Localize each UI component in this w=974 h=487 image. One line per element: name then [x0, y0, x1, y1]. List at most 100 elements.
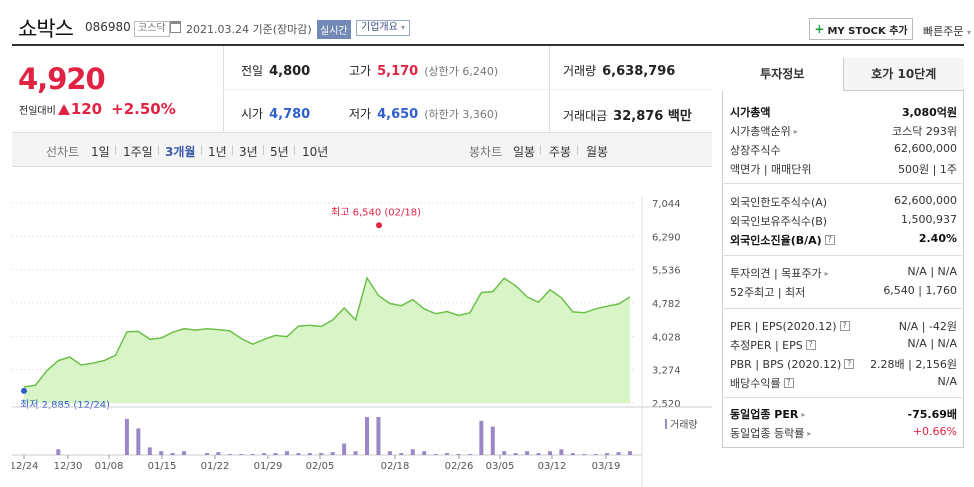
invest-row: 동일업종 PER ▸ -75.69배	[730, 406, 957, 422]
invest-value: N/A | N/A	[907, 265, 957, 278]
chevron-right-icon[interactable]: ▸	[801, 409, 806, 419]
invest-label: 동일업종 PER	[730, 408, 799, 421]
x-tick-label: 02/26	[445, 461, 474, 472]
invest-row: 외국인소진율(B/A)? 2.40%	[730, 232, 957, 248]
low-label: 저가	[349, 107, 372, 121]
divider	[223, 89, 712, 90]
volume-bar	[582, 454, 587, 455]
x-tick-label: 02/18	[381, 461, 410, 472]
divider	[724, 397, 962, 398]
y-tick-label: 6,290	[652, 232, 681, 243]
invest-value: 62,600,000	[894, 142, 957, 155]
plus-icon: +	[814, 22, 825, 36]
volume-bar	[204, 453, 209, 455]
help-icon[interactable]: ?	[839, 321, 850, 331]
invest-key: 상장주식수	[730, 142, 781, 158]
tab-1y[interactable]: 1년	[208, 145, 227, 159]
invest-key: 동일업종 PER ▸	[730, 406, 805, 422]
volume-bar	[147, 447, 152, 455]
upper-limit: (상한가 6,240)	[424, 65, 499, 78]
volume-bar	[330, 452, 335, 455]
invest-label: PBR | BPS (2020.12)	[730, 357, 842, 371]
invest-label: 동일업종 등락률	[730, 427, 805, 440]
invest-label: 액면가 | 매매단위	[730, 163, 812, 176]
tab-10y[interactable]: 10년	[302, 145, 329, 159]
volume-bar	[170, 453, 175, 455]
company-overview-label: 기업개요	[361, 22, 398, 33]
volume-bar	[570, 453, 575, 455]
tab-5y[interactable]: 5년	[270, 145, 289, 159]
invest-row: PBR | BPS (2020.12)? 2.28배 | 2,156원	[730, 356, 957, 372]
invest-key: 동일업종 등락률 ▸	[730, 425, 811, 441]
invest-row: 액면가 | 매매단위 500원 | 1주	[730, 161, 957, 177]
divider	[232, 145, 233, 155]
prev-close-label: 전일	[241, 64, 264, 78]
volume-bar	[262, 453, 267, 455]
invest-row: 배당수익률? N/A	[730, 375, 957, 391]
live-button[interactable]: 실시간	[317, 20, 351, 39]
volume-bar	[376, 417, 381, 455]
invest-key: 액면가 | 매매단위	[730, 161, 812, 177]
chevron-right-icon[interactable]: ▸	[824, 268, 829, 278]
chevron-right-icon[interactable]: ▸	[793, 126, 798, 136]
invest-label: 투자의견 | 목표주가	[730, 267, 822, 280]
tab-invest-info[interactable]: 투자정보	[722, 58, 844, 91]
tab-3m[interactable]: 3개월	[165, 145, 196, 159]
divider	[724, 308, 962, 309]
invest-key: 외국인한도주식수(A)	[730, 194, 827, 210]
divider	[158, 145, 159, 155]
help-icon[interactable]: ?	[844, 359, 855, 369]
tab-weekly[interactable]: 주봉	[549, 145, 572, 159]
tab-1w[interactable]: 1주일	[123, 145, 153, 159]
volume-bar	[284, 451, 289, 455]
prev-close-value: 4,800	[269, 64, 311, 79]
company-overview-dropdown[interactable]: 기업개요 ▾	[356, 20, 411, 36]
tab-orderbook[interactable]: 호가 10단계	[843, 58, 964, 91]
open-price: 시가 4,780	[241, 105, 310, 122]
chevron-right-icon[interactable]: ▸	[807, 428, 812, 438]
chevron-down-icon: ▾	[966, 28, 971, 37]
volume-label: 거래량	[563, 64, 597, 78]
volume-bar	[410, 449, 415, 455]
open-value: 4,780	[269, 107, 311, 122]
tab-daily[interactable]: 일봉	[513, 145, 536, 159]
volume-bar	[296, 453, 301, 455]
high-label: 최고 6,540 (02/18)	[331, 206, 421, 218]
volume-bar	[422, 451, 427, 455]
help-icon[interactable]: ?	[783, 378, 794, 388]
x-tick-label: 03/19	[592, 461, 621, 472]
invest-label: PER | EPS(2020.12)	[730, 319, 837, 333]
invest-label: 시가총액순위	[730, 125, 791, 138]
divider	[115, 145, 116, 155]
x-tick-label: 03/05	[486, 461, 515, 472]
price-chart[interactable]: 7,044 6,290 5,536 4,782 4,028 3,274 2,520 최고 6,…	[12, 167, 712, 487]
invest-value: 2.28배 | 2,156원	[870, 358, 957, 371]
calendar-icon	[170, 21, 181, 33]
invest-tabs: 투자정보 호가 10단계	[722, 58, 964, 91]
divider	[577, 145, 578, 155]
help-icon[interactable]: ?	[824, 235, 835, 245]
volume-bar	[525, 451, 530, 455]
tab-3y[interactable]: 3년	[239, 145, 258, 159]
high-marker	[376, 222, 383, 229]
candle-chart-label: 봉차트	[469, 145, 503, 159]
invest-key: 배당수익률?	[730, 375, 794, 391]
invest-key: 시가총액	[730, 104, 770, 120]
invest-key: 52주최고 | 최저	[730, 284, 805, 300]
current-price: 4,920	[18, 62, 106, 96]
tab-monthly[interactable]: 월봉	[586, 145, 609, 159]
y-tick-label: 4,028	[652, 332, 681, 343]
x-tick-label: 12/24	[12, 461, 38, 472]
volume-bar	[536, 453, 541, 455]
line-chart-label: 선차트	[46, 145, 80, 159]
volume-bar	[159, 451, 164, 455]
x-tick-label: 01/15	[148, 461, 177, 472]
help-icon[interactable]: ?	[805, 340, 816, 350]
price-line	[23, 276, 631, 388]
quick-order-dropdown[interactable]: 빠른주문 ▾	[923, 23, 971, 39]
invest-label: 배당수익률	[730, 377, 781, 390]
y-tick-label: 7,044	[652, 199, 681, 210]
volume-bar	[342, 443, 347, 455]
tab-1d[interactable]: 1일	[91, 145, 110, 159]
add-mystock-button[interactable]: + MY STOCK 추가	[809, 18, 913, 40]
